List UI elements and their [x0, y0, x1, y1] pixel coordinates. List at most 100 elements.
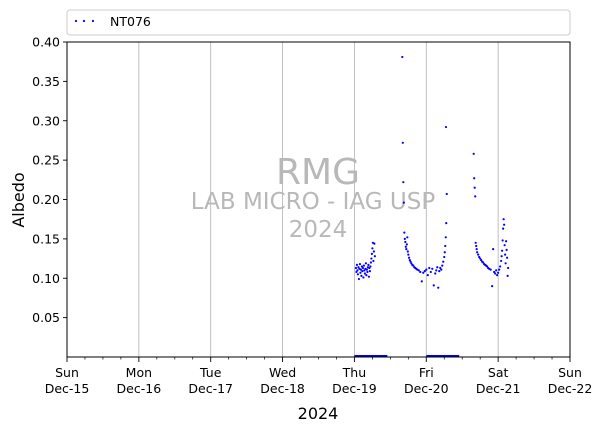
data-point — [361, 270, 364, 273]
data-point — [435, 269, 438, 272]
y-tick-label: 0.15 — [32, 231, 60, 246]
data-point — [486, 265, 489, 268]
data-point — [499, 265, 502, 268]
data-point — [500, 255, 503, 258]
data-point — [417, 269, 420, 272]
data-point — [442, 260, 445, 263]
x-tick-date: Dec-16 — [117, 381, 162, 396]
data-point — [360, 274, 363, 277]
data-point — [370, 252, 373, 255]
data-point — [357, 277, 361, 281]
legend-box — [66, 9, 571, 36]
data-point — [445, 222, 448, 225]
data-point — [401, 55, 404, 59]
x-tick-date: Dec-21 — [476, 381, 521, 396]
data-point — [404, 240, 407, 244]
legend: NT076 — [66, 9, 571, 36]
data-point — [506, 256, 509, 259]
data-point — [429, 270, 432, 274]
data-point — [501, 239, 504, 242]
data-point — [355, 270, 358, 274]
data-point — [502, 218, 505, 221]
y-tick-label: 0.40 — [32, 35, 60, 50]
data-point — [403, 231, 406, 234]
data-point — [412, 264, 415, 267]
data-point — [373, 242, 376, 245]
data-point — [407, 253, 410, 256]
data-point — [474, 241, 477, 244]
data-point — [438, 270, 441, 273]
data-point — [365, 268, 368, 271]
data-point — [474, 195, 477, 198]
watermark-line-2: LAB MICRO - IAG USP — [191, 189, 436, 215]
data-point — [371, 247, 374, 250]
data-point — [497, 271, 500, 274]
data-point — [478, 255, 481, 259]
y-tick-label: 0.35 — [32, 74, 60, 89]
data-point — [410, 262, 413, 265]
data-point — [355, 263, 359, 266]
data-point — [369, 265, 372, 268]
data-point — [357, 266, 360, 269]
data-point — [498, 268, 501, 271]
data-point — [367, 263, 370, 266]
data-point — [489, 268, 492, 271]
x-tick-day: Sun — [558, 365, 582, 380]
y-tick-label: 0.10 — [32, 271, 60, 286]
data-point — [372, 250, 375, 253]
data-point — [406, 250, 409, 253]
data-point — [444, 244, 447, 248]
data-point — [505, 248, 508, 251]
data-point — [359, 268, 363, 271]
data-point — [425, 268, 428, 271]
data-point — [367, 275, 370, 278]
data-point — [366, 270, 369, 274]
x-tick-day: Mon — [126, 365, 152, 380]
data-point — [493, 270, 496, 274]
data-point — [404, 245, 407, 248]
x-tick-day: Sun — [55, 365, 79, 380]
data-point — [503, 223, 506, 226]
data-point — [502, 227, 505, 230]
legend-marker — [74, 19, 95, 23]
x-tick-day: Thu — [342, 365, 366, 380]
data-point — [405, 248, 408, 251]
y-axis: 0.05 0.10 0.15 0.20 0.25 0.30 0.35 0.40 — [32, 35, 67, 325]
data-point — [356, 273, 360, 276]
x-tick-date: Dec-17 — [188, 381, 233, 396]
data-point — [420, 280, 423, 283]
data-point — [365, 274, 368, 277]
data-point — [356, 269, 359, 272]
data-point — [504, 262, 507, 265]
data-point — [476, 251, 479, 254]
data-point — [373, 255, 376, 258]
data-point — [439, 266, 442, 270]
data-point — [472, 152, 475, 155]
y-tick-label: 0.20 — [32, 192, 60, 207]
data-point — [501, 249, 504, 252]
data-point — [407, 256, 411, 259]
x-tick-date: Dec-19 — [332, 381, 377, 396]
x-tick-date: Dec-15 — [45, 381, 90, 396]
data-point — [401, 141, 404, 144]
data-point — [364, 262, 368, 265]
legend-label: NT076 — [110, 14, 151, 29]
data-point — [475, 248, 478, 251]
watermark-line-3: 2024 — [289, 217, 348, 243]
data-point — [368, 270, 371, 273]
data-point — [370, 257, 373, 260]
data-point — [441, 264, 444, 267]
data-point — [402, 201, 405, 204]
data-point — [363, 269, 366, 272]
data-point — [423, 270, 426, 273]
data-point — [444, 125, 448, 129]
data-point — [503, 244, 506, 247]
data-point — [506, 274, 509, 277]
data-point — [443, 255, 446, 259]
data-point — [475, 244, 478, 248]
x-axis: SunDec-15MonDec-16TueDec-17WedDec-18ThuD… — [45, 357, 592, 396]
data-point — [360, 265, 364, 268]
data-point — [369, 261, 372, 264]
data-point — [482, 261, 485, 264]
data-point — [443, 251, 446, 254]
